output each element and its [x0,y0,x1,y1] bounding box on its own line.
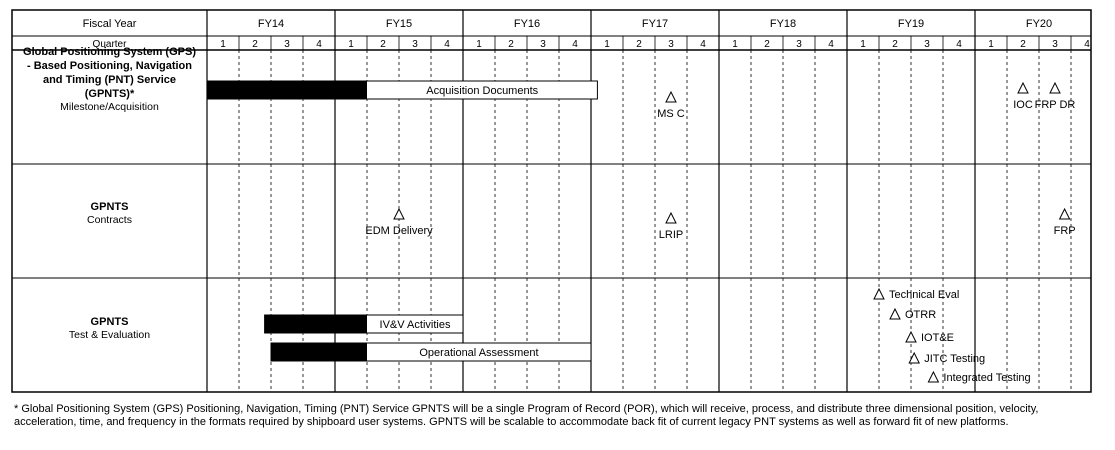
milestone-label: IOT&E [921,332,954,344]
quarter-label: 4 [828,39,834,50]
row-title-line: (GPNTS)* [85,88,135,100]
row-title-line: - Based Positioning, Navigation [27,60,192,72]
quarter-label: 3 [540,39,546,50]
bar-solid-segment [207,81,367,99]
milestone-triangle [1058,207,1071,220]
fiscal-year-label: FY14 [258,18,284,30]
quarter-label: 1 [860,39,866,50]
quarter-label: 4 [572,39,578,50]
milestone-label: LRIP [659,229,683,241]
fiscal-year-label: FY20 [1026,18,1052,30]
fiscal-year-label: FY17 [642,18,668,30]
fiscal-year-label: FY19 [898,18,924,30]
milestone-label: EDM Delivery [365,225,433,237]
bar-solid-segment [264,315,367,333]
milestone-triangle [665,90,677,103]
fiscal-year-label: FY16 [514,18,540,30]
row-title-line: GPNTS [91,201,129,213]
milestone-triangle [927,370,940,383]
milestone-label: OTRR [905,309,936,321]
milestone-triangle [1049,81,1061,94]
milestone-label: MS C [657,108,685,120]
quarter-label: 4 [444,39,450,50]
fiscal-year-label: FY15 [386,18,412,30]
quarter-label: 3 [668,39,674,50]
milestone-triangle [889,307,901,320]
milestone-label: JITC Testing [924,353,985,365]
milestone-triangle [1017,81,1029,94]
milestone-label: Integrated Testing [943,372,1030,384]
quarter-label: 1 [220,39,226,50]
quarter-label: 3 [284,39,290,50]
bar-label: Acquisition Documents [426,85,538,97]
footnote: * Global Positioning System (GPS) Positi… [14,403,1039,428]
bar-solid-segment [271,343,367,361]
bar-label: Operational Assessment [419,347,538,359]
milestone-label: IOC [1013,99,1033,111]
fiscal-year-label: FY18 [770,18,796,30]
quarter-label: 2 [892,39,898,50]
fiscal-year-header: Fiscal Year [83,18,137,30]
quarter-label: 2 [636,39,642,50]
milestone-triangle [873,287,885,300]
quarter-label: 1 [732,39,738,50]
quarter-label: 2 [508,39,514,50]
quarter-label: 2 [764,39,770,50]
milestone-triangle [905,330,917,343]
quarter-header: Quarter [93,39,128,50]
quarter-label: 2 [252,39,258,50]
quarter-label: 4 [1084,39,1090,50]
quarter-label: 4 [700,39,706,50]
row-subtitle: Test & Evaluation [69,329,150,341]
quarter-label: 1 [988,39,994,50]
milestone-triangle [393,207,405,220]
milestone-label: FRP DR [1035,99,1076,111]
row-subtitle: Contracts [87,214,132,226]
quarter-label: 4 [316,39,322,50]
row-subtitle: Milestone/Acquisition [60,101,159,113]
chart-frame [11,9,1092,393]
quarter-label: 3 [796,39,802,50]
quarter-label: 1 [348,39,354,50]
milestone-triangle [665,211,677,224]
milestone-label: Technical Eval [889,289,959,301]
row-title-line: and Timing (PNT) Service [43,74,176,86]
milestone-label: FRP [1054,225,1076,237]
quarter-label: 2 [1020,39,1026,50]
bar-label: IV&V Activities [380,319,451,331]
quarter-label: 3 [1052,39,1058,50]
quarter-label: 1 [604,39,610,50]
row-title-line: Global Positioning System (GPS) [23,46,196,58]
milestone-triangle [908,351,921,364]
quarter-label: 1 [476,39,482,50]
row-title-line: GPNTS [91,316,129,328]
quarter-label: 3 [412,39,418,50]
quarter-label: 2 [380,39,386,50]
quarter-label: 4 [956,39,962,50]
quarter-label: 3 [924,39,930,50]
acquisition-schedule-chart: FY14 1 2 3 4 FY15 1 2 3 4 FY16 1 2 3 4 FY17 1 2 3 4 FY18 1 2 3 4… [11,9,1092,393]
